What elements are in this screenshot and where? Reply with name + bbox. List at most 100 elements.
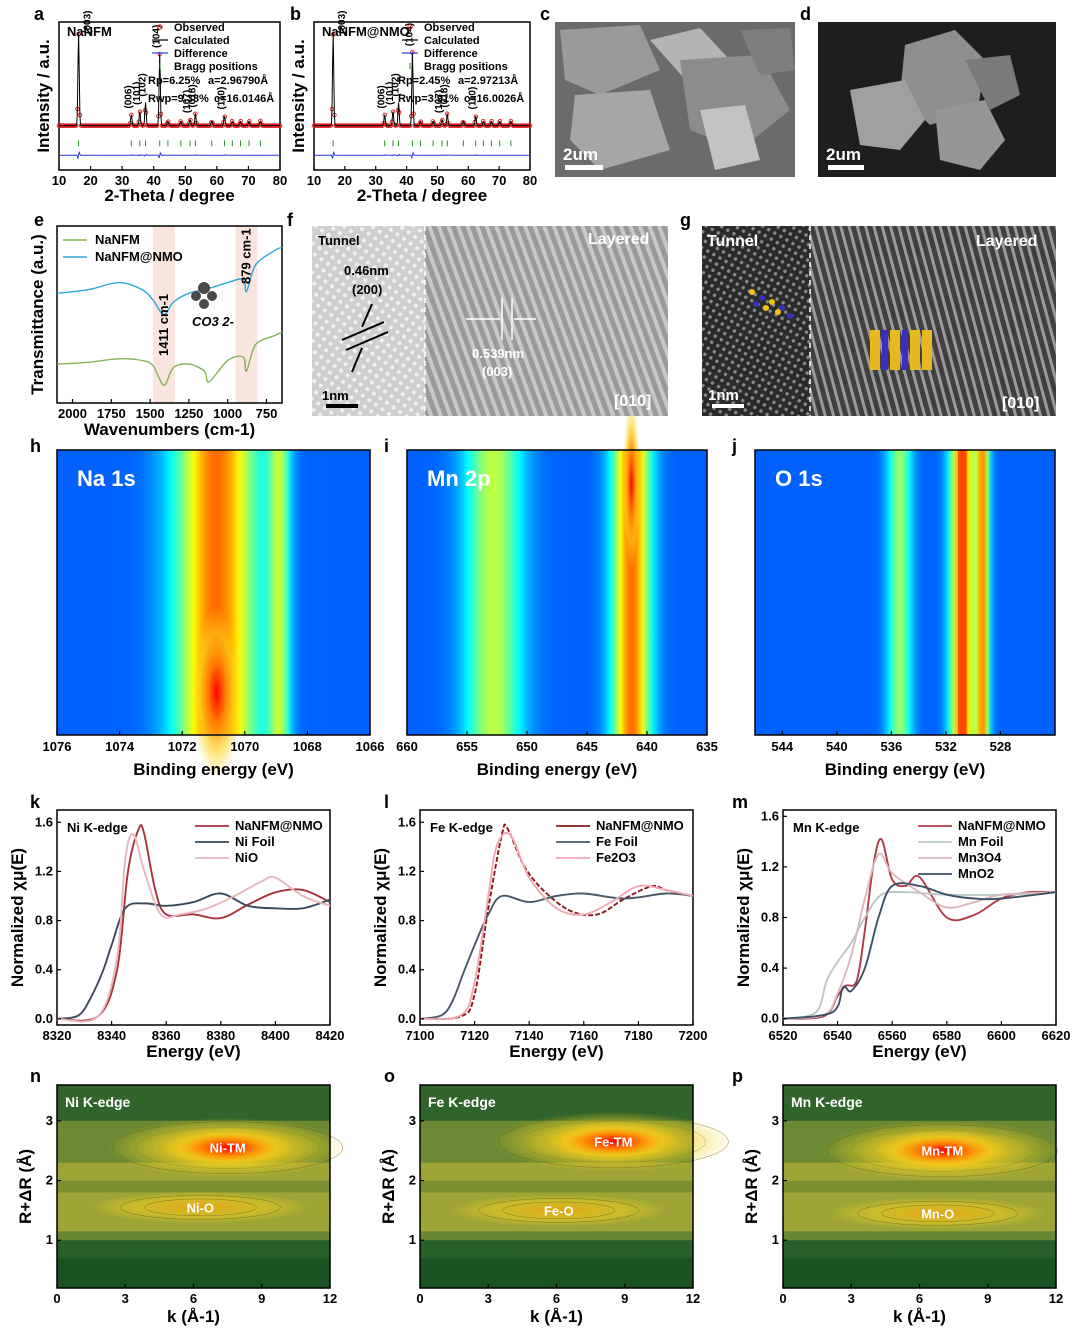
wt-mo-label: Fe-O [544,1203,574,1218]
wt-contour [881,1204,994,1223]
hrtem-f-d2-label: 0.539nm [472,346,524,361]
wt-mo-label: Mn-O [921,1206,954,1221]
e-xtick-label: 1000 [213,406,242,421]
xanes-l-xlabel: Energy (eV) [509,1042,603,1061]
panel-label-d: d [800,4,811,24]
l-xtick-label: 7200 [679,1028,708,1043]
hrtem-f-layered-label: Layered [588,231,649,248]
b-xtick-label: 30 [368,173,382,188]
xanes-l-title: Fe K-edge [430,820,493,835]
i-xtick-label: 660 [396,739,418,754]
xanes-m-ytick-label: 0.4 [761,960,780,975]
xanes-k-ytick-label: 1.2 [35,863,53,878]
wt-p-title: Mn K-edge [791,1094,863,1110]
sem-image-d: 2um [818,22,1056,177]
peak-label: (101) [132,82,143,105]
panel-label-b: b [290,4,301,24]
hrtem-f-d1-hkl: (200) [352,282,382,297]
wt-dark-band [783,1258,1056,1288]
n-xtick-label: 3 [122,1291,129,1306]
panel-label-a: a [34,4,45,24]
peak-label: (003) [337,10,348,33]
xanes-m-ytick-label: 0.0 [761,1011,779,1026]
b-xtick-label: 70 [492,173,506,188]
hrtem-g-zone-label: [010] [1002,395,1039,412]
legend-label: Observed [174,22,225,34]
m-xtick-label: 6620 [1042,1028,1071,1043]
atom [207,291,217,301]
m-xtick-label: 6560 [878,1028,907,1043]
b-xtick-label: 40 [399,173,413,188]
legend-label: Mn Foil [958,834,1004,849]
sem-c-scale-label: 2um [563,145,598,164]
o-xtick-label: 9 [621,1291,628,1306]
wt-mo-label: Ni-O [187,1200,214,1215]
observed-point [442,123,448,128]
i-xtick-label: 635 [696,739,718,754]
j-xtick-label: 540 [826,739,848,754]
wt-mo-glow [448,1194,669,1227]
xanes-k-ytick-label: 0.4 [35,962,54,977]
peak-label: (003) [83,10,94,33]
xanes-m-ylabel: Normalized χμ(E) [734,848,753,987]
xps-j-frame [754,449,1056,736]
l-xtick-label: 7160 [569,1028,598,1043]
wt-n-ytick-label: 1 [46,1232,53,1247]
panel-label-f: f [287,210,294,230]
wt-n-xlabel: k (Å-1) [167,1307,220,1326]
xanes-k-ylabel: Normalized χμ(E) [8,848,27,987]
rp-value: Rp=6.25% [148,75,200,87]
a-xtick-label: 80 [273,173,287,188]
xanes-l-ytick-label: 0.4 [398,962,417,977]
panel-label-k: k [30,792,41,812]
hrtem-image-f: Tunnel Layered 0.46nm (200) 0.539nm (003… [312,226,668,416]
atom [199,299,209,309]
xrd-b-title: NaNFM@NMO [322,24,410,39]
xrd-b-xlabel: 2-Theta / degree [357,186,487,205]
xanes-m-ytick-label: 1.2 [761,859,779,874]
xanes-m-title: Mn K-edge [793,820,859,835]
wt-o-ytick-label: 2 [409,1173,416,1188]
peak-label: (018) [187,84,198,107]
xrd-a-ylabel: Intensity / a.u. [34,39,53,152]
legend-label: Difference [424,48,478,60]
wt-trough [57,1180,330,1193]
p-xtick-label: 12 [1049,1291,1063,1306]
calculated-line [59,33,280,127]
xrd-a-xlabel: 2-Theta / degree [104,186,234,205]
k-xtick-label: 8340 [97,1028,126,1043]
xanes-l-ylabel: Normalized χμ(E) [371,848,390,987]
i-xtick-label: 650 [516,739,538,754]
panel-label-n: n [30,1066,41,1086]
h-xtick-label: 1070 [230,739,259,754]
legend-label: NiO [235,850,258,865]
wt-o-ylabel: R+ΔR (Å) [379,1149,398,1224]
legend-label: Bragg positions [424,61,508,73]
wt-contour [502,1201,616,1220]
annotation-1411: 1411 cm-1 [156,294,171,356]
panel-labels: a b c d e f g h i j k l m n o p [30,4,811,1086]
legend-label: NaNFM@NMO [235,818,323,833]
wt-dark-band [57,1258,330,1288]
j-xtick-label: 532 [935,739,957,754]
i-xtick-label: 640 [636,739,658,754]
m-xtick-label: 6580 [932,1028,961,1043]
c-value: c=16.0146Å [214,92,274,105]
wt-contour [478,1198,640,1223]
xanes-l-series-0 [419,823,694,1020]
wt-p-xlabel: k (Å-1) [893,1307,946,1326]
n-xtick-label: 6 [190,1291,197,1306]
k-xtick-label: 8420 [316,1028,345,1043]
wt-p-ylabel: R+ΔR (Å) [742,1149,761,1224]
legend-label: Calculated [424,35,480,47]
wt-o-title: Fe K-edge [428,1094,496,1110]
wt-trough [783,1180,1056,1193]
peak-label: (104) [404,23,415,46]
legend-label: Fe2O3 [596,850,636,865]
ftir-series-0 [56,331,283,386]
chart-a-xrd-nanfm: (003) (006)(101)(102) (104) (107)(018) (110)… [34,10,287,205]
chart-b-xrd-nanfm-nmo: (003) (006)(101)(102) (104) (107)(018) (110)… [289,10,537,205]
peak-label: (107) [434,90,445,113]
xanes-m-series-2 [782,852,1057,1020]
